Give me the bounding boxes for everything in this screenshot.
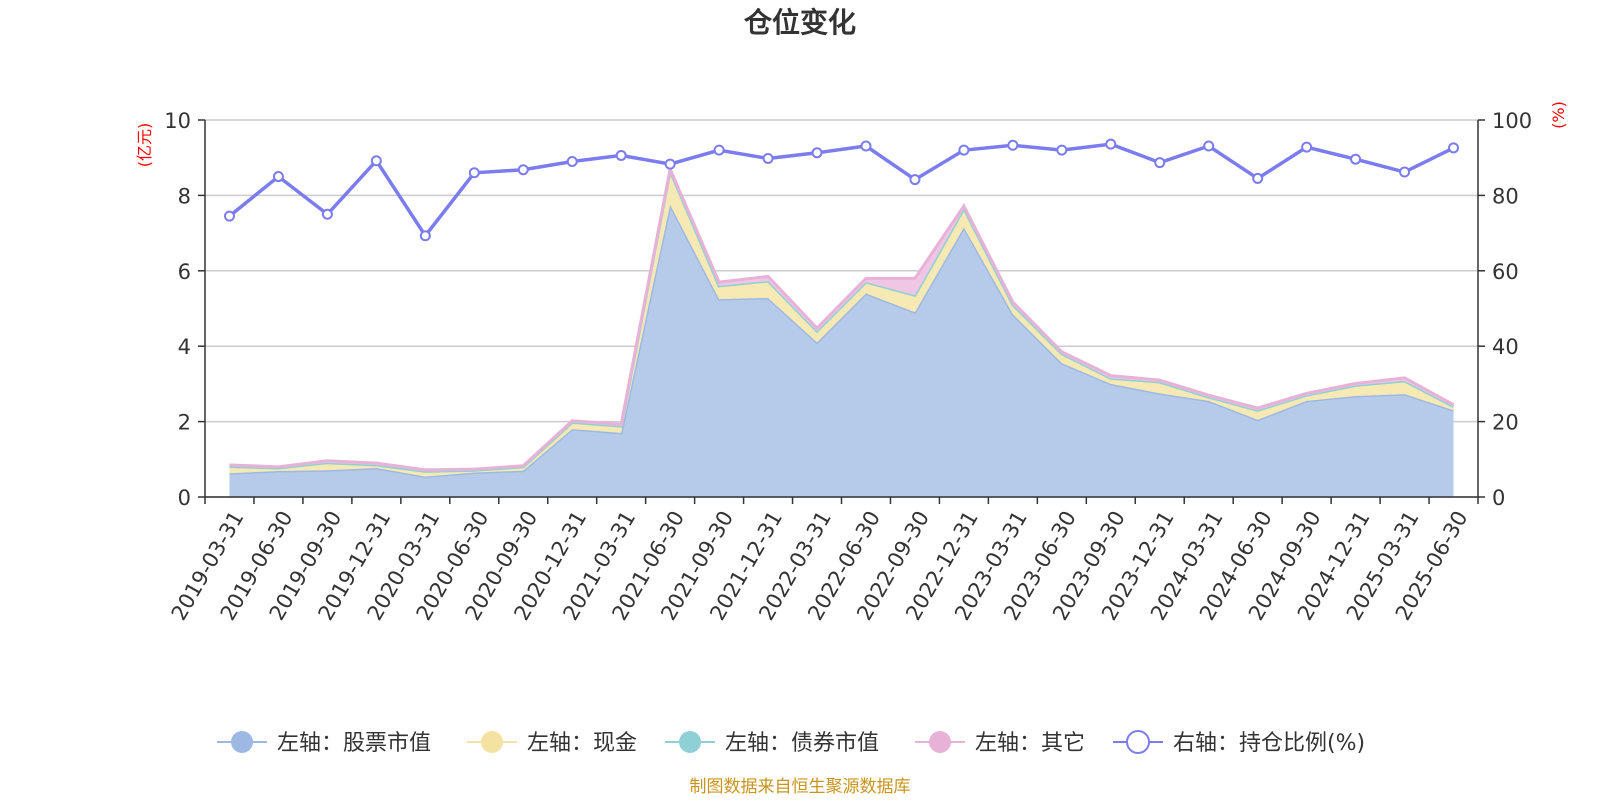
legend-item-1: 左轴：股票市值 [217,731,431,756]
legend-marker [679,731,701,753]
right-tick-label: 40 [1492,335,1519,359]
legend-marker [481,731,503,753]
ratio-point [223,210,235,222]
ratio-point [958,144,970,156]
ratio-point [1252,172,1264,184]
ratio-point [909,174,921,186]
ratio-point [811,147,823,159]
ratio-point [860,140,872,152]
ratio-point [370,155,382,167]
right-tick-label: 100 [1492,109,1532,133]
area-1 [229,204,1454,497]
legend-item-4: 左轴：其它 [915,731,1085,756]
legend-marker [1126,730,1150,754]
left-tick-label: 10 [164,109,191,133]
legend-item-5: 右轴：持仓比例(%) [1113,730,1365,756]
holding-ratio-line [223,138,1460,242]
left-tick-label: 8 [178,184,191,208]
ratio-point [1399,166,1411,178]
ratio-point [321,208,333,220]
area-edge-4 [229,163,1455,472]
legend-item-3: 左轴：债券市值 [665,731,879,756]
ratio-line-path [228,142,1455,239]
chart-title: 仓位变化 [744,6,856,39]
ratio-point [272,171,284,183]
ratio-point [615,149,627,161]
left-tick-label: 0 [178,486,191,510]
ratio-point [1203,140,1215,152]
ratio-point [713,144,725,156]
right-axis-unit: (%) [1549,101,1568,129]
right-tick-label: 20 [1492,411,1519,435]
legend-label: 左轴：股票市值 [277,731,431,756]
ratio-point [1154,157,1166,169]
left-axis-unit: (亿元) [135,123,154,168]
right-tick-label: 0 [1492,486,1505,510]
left-tick-label: 4 [178,335,191,359]
legend-marker [231,731,253,753]
ratio-point [1448,142,1460,154]
left-tick-label: 2 [178,411,191,435]
ratio-point [517,164,529,176]
data-source-note: 制图数据来自恒生聚源数据库 [690,777,911,797]
legend-label: 左轴：其它 [975,731,1085,756]
legend-marker [929,731,951,753]
legend: 左轴：股票市值 左轴：现金 左轴：债券市值 左轴：其它 右轴：持仓比例(%) [217,730,1365,756]
legend-label: 左轴：债券市值 [725,731,879,756]
ratio-point [1350,153,1362,165]
ratio-point [1007,139,1019,151]
ratio-point [1301,141,1313,153]
ratio-point [566,155,578,167]
ratio-point [1056,144,1068,156]
ratio-point [419,230,431,242]
ratio-point [1105,138,1117,150]
stacked-areas [229,163,1455,497]
legend-label: 左轴：现金 [527,731,637,756]
ratio-point [664,158,676,170]
legend-label: 右轴：持仓比例(%) [1173,731,1365,756]
right-tick-label: 80 [1492,184,1519,208]
right-tick-label: 60 [1492,260,1519,284]
legend-item-2: 左轴：现金 [467,731,637,756]
left-tick-label: 6 [178,260,191,284]
ratio-point [762,152,774,164]
ratio-point [468,167,480,179]
